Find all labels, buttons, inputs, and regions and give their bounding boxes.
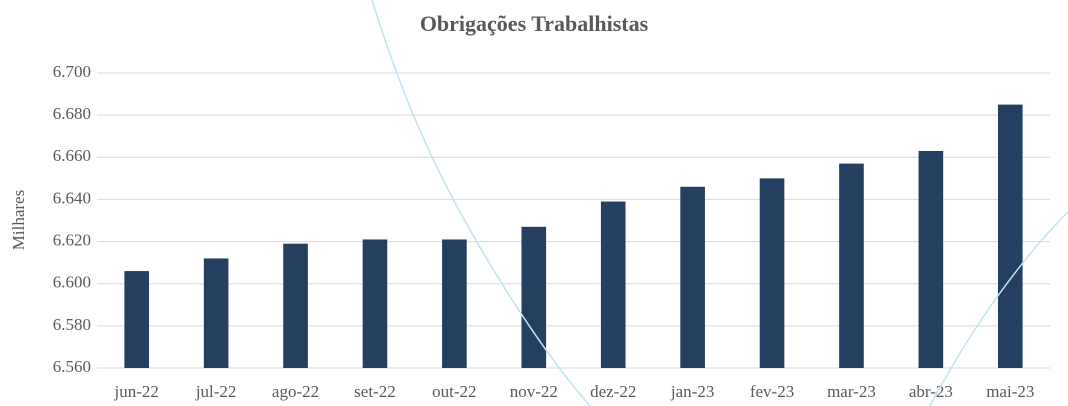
bar <box>442 239 467 368</box>
decorative-curve <box>929 211 1068 406</box>
bar <box>680 186 705 368</box>
x-tick-label: abr-23 <box>909 382 953 401</box>
bar <box>283 243 308 368</box>
chart-title: Obrigações Trabalhistas <box>420 11 649 36</box>
bar <box>918 150 944 368</box>
y-tick-label: 6.680 <box>53 104 91 123</box>
bar <box>203 258 229 368</box>
y-tick-label: 6.700 <box>53 62 91 81</box>
bar <box>362 239 388 368</box>
y-axis-label: Milhares <box>9 190 28 250</box>
x-tick-label: jun-22 <box>114 382 159 401</box>
x-tick-label: jan-23 <box>670 382 714 401</box>
plot-area: 6.560 6.580 6.600 6.620 6.640 6.660 6.680 6.700… <box>53 62 1050 401</box>
x-tick-label: ago-22 <box>272 382 319 401</box>
x-tick-label: out-22 <box>432 382 476 401</box>
y-tick-label: 6.600 <box>53 273 91 292</box>
x-tick-label: fev-23 <box>750 382 794 401</box>
bar <box>600 201 626 368</box>
y-tick-label: 6.560 <box>53 357 91 376</box>
y-tick-label: 6.580 <box>53 315 91 334</box>
y-tick-label: 6.640 <box>53 188 91 207</box>
x-tick-label: dez-22 <box>590 382 636 401</box>
y-tick-label: 6.660 <box>53 146 91 165</box>
x-tick-label: mai-23 <box>986 382 1034 401</box>
x-tick-label: mar-23 <box>827 382 876 401</box>
x-tick-label: nov-22 <box>510 382 558 401</box>
bar <box>759 178 785 368</box>
bar <box>124 271 150 368</box>
y-tick-label: 6.620 <box>53 230 91 249</box>
x-tick-label: jul-22 <box>195 382 237 401</box>
bar <box>521 226 547 368</box>
decorative-curve <box>371 0 591 406</box>
x-tick-label: set-22 <box>354 382 396 401</box>
bar <box>839 163 864 368</box>
bar <box>997 104 1023 368</box>
